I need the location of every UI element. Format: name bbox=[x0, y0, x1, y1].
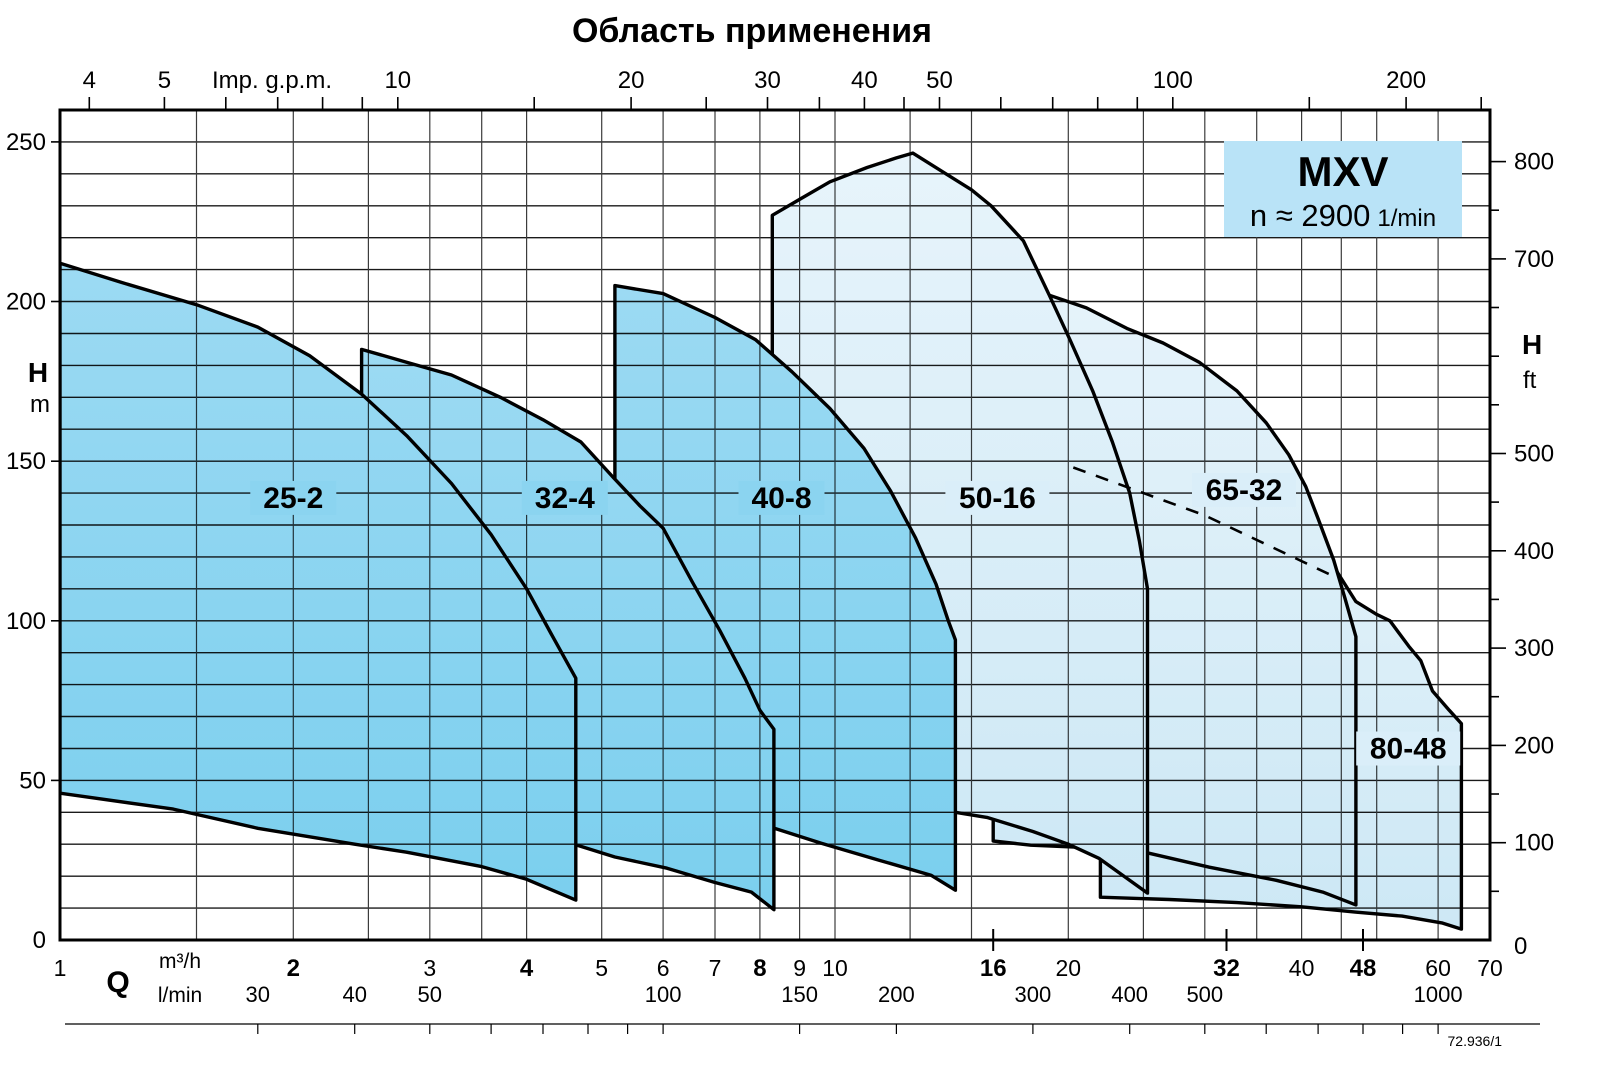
x-axis-top: 4 5 10 20 30 40 50 100 200 Imp. g.p.m. bbox=[83, 67, 1482, 110]
lmin-tick-label: 300 bbox=[1015, 982, 1052, 1007]
m3h-tick-label: 7 bbox=[709, 955, 722, 981]
gpm-tick-label: 10 bbox=[384, 67, 411, 94]
m-tick-label: 200 bbox=[6, 289, 46, 316]
m3h-tick-label: 40 bbox=[1289, 955, 1315, 981]
m-tick-label: 250 bbox=[6, 129, 46, 156]
gpm-tick-label: 4 bbox=[83, 67, 96, 94]
m3h-tick-label: 16 bbox=[980, 955, 1007, 982]
y-axis-left: 0 50 100 150 200 250 Hm bbox=[6, 129, 60, 954]
gpm-tick-label: 20 bbox=[618, 67, 645, 94]
m3h-tick-label: 5 bbox=[595, 955, 608, 981]
region-labels: 25-2 32-4 40-8 50-16 65-32 80-48 bbox=[250, 472, 1461, 766]
m-tick-label: 100 bbox=[6, 608, 46, 635]
region-label-80-48: 80-48 bbox=[1370, 733, 1447, 766]
lmin-tick-label: 100 bbox=[645, 982, 682, 1007]
region-label-25-2: 25-2 bbox=[263, 482, 323, 515]
m3h-tick-label: 6 bbox=[657, 955, 670, 981]
lmin-tick-label: 150 bbox=[781, 982, 818, 1007]
m3h-tick-label: 3 bbox=[423, 955, 436, 981]
m3h-tick-label: 9 bbox=[793, 955, 806, 981]
lmin-tick-label: 400 bbox=[1111, 982, 1148, 1007]
y-axis-right-symbol: H bbox=[1522, 329, 1542, 360]
ft-tick-label: 0 bbox=[1514, 933, 1527, 960]
m3h-tick-label: 70 bbox=[1477, 955, 1503, 981]
lmin-tick-label: 500 bbox=[1186, 982, 1223, 1007]
m-tick-label: 150 bbox=[6, 448, 46, 475]
x-axis-symbol: Q bbox=[106, 966, 129, 999]
chart-title: Область применения bbox=[572, 12, 932, 50]
lmin-tick-label: 200 bbox=[878, 982, 915, 1007]
m3h-tick-label: 1 bbox=[54, 955, 67, 981]
region-label-bg-40-8 bbox=[738, 480, 825, 515]
m3h-tick-label: 48 bbox=[1350, 955, 1377, 982]
region-label-65-32: 65-32 bbox=[1206, 474, 1283, 507]
lmin-tick-label: 50 bbox=[418, 982, 442, 1007]
m3h-tick-label: 4 bbox=[520, 955, 534, 982]
gpm-tick-label: 50 bbox=[926, 67, 953, 94]
series-badge-bg bbox=[1224, 141, 1462, 237]
y-axis-right: 0 100 200 300 400 500 700 800 Hft bbox=[1490, 149, 1554, 960]
pump-regions bbox=[60, 151, 1464, 931]
ft-tick-label: 300 bbox=[1514, 635, 1554, 662]
m-tick-label: 50 bbox=[19, 767, 46, 794]
m3h-tick-label: 20 bbox=[1056, 955, 1082, 981]
gpm-tick-label: 40 bbox=[851, 67, 878, 94]
gpm-tick-label: 200 bbox=[1386, 67, 1426, 94]
lmin-tick-label: 1000 bbox=[1414, 982, 1463, 1007]
region-label-bg-80-48 bbox=[1356, 731, 1461, 766]
ft-tick-label: 800 bbox=[1514, 149, 1554, 176]
ft-tick-label: 700 bbox=[1514, 246, 1554, 273]
gpm-tick-label: 100 bbox=[1153, 67, 1193, 94]
y-axis-right-unit: ft bbox=[1523, 367, 1537, 394]
m-tick-label: 0 bbox=[33, 927, 46, 954]
series-badge-name: MXV bbox=[1297, 148, 1388, 195]
plot-border bbox=[58, 108, 1492, 942]
lmin-tick-label: 40 bbox=[342, 982, 366, 1007]
x-axis-unit-lmin: l/min bbox=[158, 984, 202, 1007]
region-label-50-16: 50-16 bbox=[959, 482, 1036, 515]
region-label-40-8: 40-8 bbox=[751, 482, 811, 515]
region-label-32-4: 32-4 bbox=[535, 482, 595, 515]
ft-tick-label: 500 bbox=[1514, 441, 1554, 468]
figure-number: 72.936/1 bbox=[1448, 1033, 1503, 1049]
ft-tick-label: 100 bbox=[1514, 830, 1554, 857]
series-badge-speed: n ≈ 2900 1/min bbox=[1250, 198, 1436, 233]
x-axis-top-unit: Imp. g.p.m. bbox=[212, 67, 332, 94]
x-axis-bottom: 1 2 3 4 5 6 7 8 9 10 16 20 32 40 48 60 70 Qm³/h l/min 30 40 5… bbox=[54, 929, 1540, 1034]
gpm-tick-label: 30 bbox=[754, 67, 781, 94]
ft-tick-label: 200 bbox=[1514, 732, 1554, 759]
ft-tick-label: 400 bbox=[1514, 538, 1554, 565]
region-label-bg-32-4 bbox=[521, 480, 608, 515]
y-axis-left-symbol: H bbox=[28, 357, 48, 388]
m3h-tick-label: 32 bbox=[1213, 955, 1240, 982]
region-label-bg-65-32 bbox=[1192, 472, 1296, 507]
x-axis-unit-m3h: m³/h bbox=[159, 950, 201, 973]
m3h-tick-label: 8 bbox=[753, 955, 766, 982]
m3h-tick-label: 60 bbox=[1425, 955, 1451, 981]
region-label-bg-50-16 bbox=[945, 480, 1050, 515]
m3h-tick-label: 2 bbox=[287, 955, 300, 982]
m3h-tick-label: 10 bbox=[822, 955, 848, 981]
y-axis-left-unit: m bbox=[30, 391, 50, 418]
lmin-tick-label: 30 bbox=[246, 982, 270, 1007]
region-label-bg-25-2 bbox=[250, 480, 337, 515]
gpm-tick-label: 5 bbox=[158, 67, 171, 94]
